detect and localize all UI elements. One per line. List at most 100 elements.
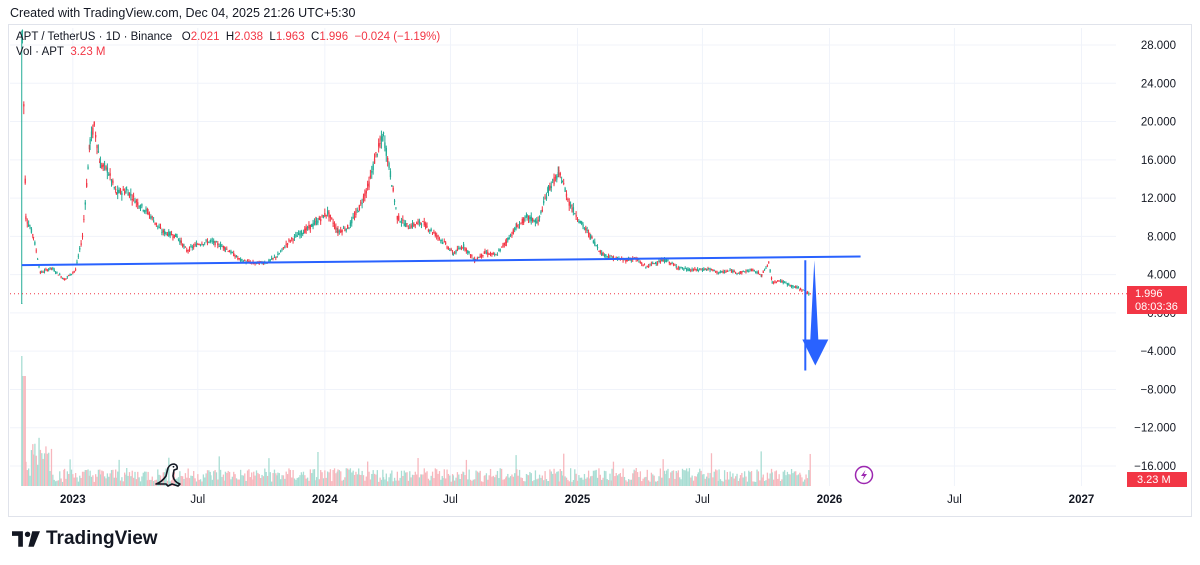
- candle-body: [309, 224, 312, 229]
- candle-body: [766, 265, 769, 267]
- candle-body: [215, 241, 218, 243]
- candle-body: [802, 289, 804, 291]
- volume-bar: [534, 470, 537, 486]
- volume-bar: [622, 468, 624, 486]
- volume-bar: [762, 474, 764, 486]
- candle-body: [325, 214, 327, 216]
- volume-bar: [489, 468, 492, 486]
- volume-bar: [169, 481, 171, 486]
- volume-bar: [495, 474, 497, 486]
- volume-bar: [605, 471, 607, 486]
- lightning-icon[interactable]: [854, 465, 874, 485]
- volume-bar: [187, 468, 189, 486]
- volume-bar: [204, 477, 206, 486]
- candle-body: [575, 215, 577, 217]
- candle-body: [145, 208, 147, 212]
- candle-body: [103, 163, 106, 165]
- volume-bar: [433, 478, 435, 486]
- candle-body: [786, 283, 789, 285]
- volume-bar: [201, 481, 203, 486]
- volume-bar: [606, 479, 608, 486]
- candle-body: [422, 221, 424, 223]
- candle-body: [224, 246, 226, 250]
- volume-bar: [384, 479, 386, 486]
- volume-bar: [695, 476, 697, 486]
- price-axis[interactable]: 28.000 24.000 20.000 16.000 12.000 8.000 4.000…: [1134, 40, 1176, 473]
- volume-bar: [57, 480, 60, 486]
- volume-bar: [583, 473, 586, 486]
- candle-body: [281, 248, 283, 250]
- candle-body: [665, 260, 668, 262]
- candle-body: [83, 218, 85, 220]
- candle-body: [297, 232, 300, 235]
- volume-bar: [233, 471, 235, 486]
- volume-bar: [404, 472, 407, 486]
- candle-body: [567, 199, 569, 201]
- candle-body: [99, 161, 101, 163]
- candle-body: [348, 228, 350, 230]
- candle-body: [151, 216, 153, 218]
- tradingview-brand[interactable]: TradingView: [12, 528, 158, 550]
- candle-body: [148, 213, 151, 215]
- support-trendline[interactable]: [21, 255, 861, 267]
- volume-bar: [431, 471, 434, 486]
- volume-bar: [188, 478, 191, 486]
- volume-bar: [320, 470, 322, 486]
- candle-body: [193, 246, 195, 248]
- candle-body: [92, 127, 94, 135]
- candle-body: [505, 241, 507, 243]
- price-badge: [1127, 286, 1187, 314]
- candle-body: [311, 224, 313, 227]
- candle-body: [425, 223, 427, 229]
- x-tick-label: 2026: [817, 494, 843, 506]
- volume-bar: [680, 479, 682, 486]
- volume-bar: [434, 468, 436, 486]
- volume-bar: [687, 471, 689, 486]
- volume-bar: [425, 472, 427, 486]
- volume-bar: [717, 480, 720, 486]
- volume-bar: [305, 478, 307, 486]
- volume-bar: [389, 473, 392, 486]
- volume-bar: [130, 476, 132, 486]
- volume-bar: [623, 476, 626, 486]
- candle-body: [541, 209, 543, 212]
- candle-body: [404, 222, 407, 227]
- candle-body: [102, 164, 104, 167]
- candle-body: [105, 165, 107, 170]
- volume-bar: [146, 480, 149, 486]
- candle-body: [410, 225, 412, 228]
- volume-bar: [61, 481, 64, 486]
- candle-body: [170, 233, 173, 236]
- volume-bar: [219, 469, 222, 486]
- volume-bar: [32, 454, 35, 486]
- volume-legend[interactable]: Vol · APT 3.23 M: [16, 46, 106, 58]
- candle-body: [21, 30, 24, 32]
- volume-bar: [479, 470, 481, 486]
- y-tick-label: −16.000: [1134, 461, 1176, 473]
- candle-body: [703, 268, 705, 271]
- candle-body: [446, 246, 448, 248]
- candle-body: [125, 190, 127, 193]
- candle-body: [532, 218, 534, 221]
- candle-body: [554, 176, 557, 178]
- candle-body: [423, 221, 425, 226]
- volume-bar: [392, 481, 394, 486]
- volume-bar: [451, 474, 454, 486]
- candle-body: [235, 255, 238, 258]
- candle-body: [130, 193, 132, 196]
- symbol-legend[interactable]: APT / TetherUS · 1D · Binance O2.021 H2.…: [16, 31, 440, 43]
- volume-bar: [190, 475, 192, 486]
- time-axis[interactable]: 2023 Jul 2024 Jul 2025 Jul 2026 Jul 2027: [60, 494, 1094, 506]
- candle-body: [496, 254, 499, 256]
- candle-body: [139, 206, 142, 209]
- down-arrow-drawing[interactable]: [802, 260, 829, 371]
- volume-bar: [779, 480, 782, 486]
- price-candles: [21, 29, 811, 304]
- volume-bar: [714, 469, 717, 486]
- volume-bar: [121, 477, 123, 486]
- volume-bar: [694, 476, 696, 486]
- candle-body: [492, 253, 494, 255]
- volume-bar: [337, 469, 339, 486]
- volume-bar: [596, 477, 599, 486]
